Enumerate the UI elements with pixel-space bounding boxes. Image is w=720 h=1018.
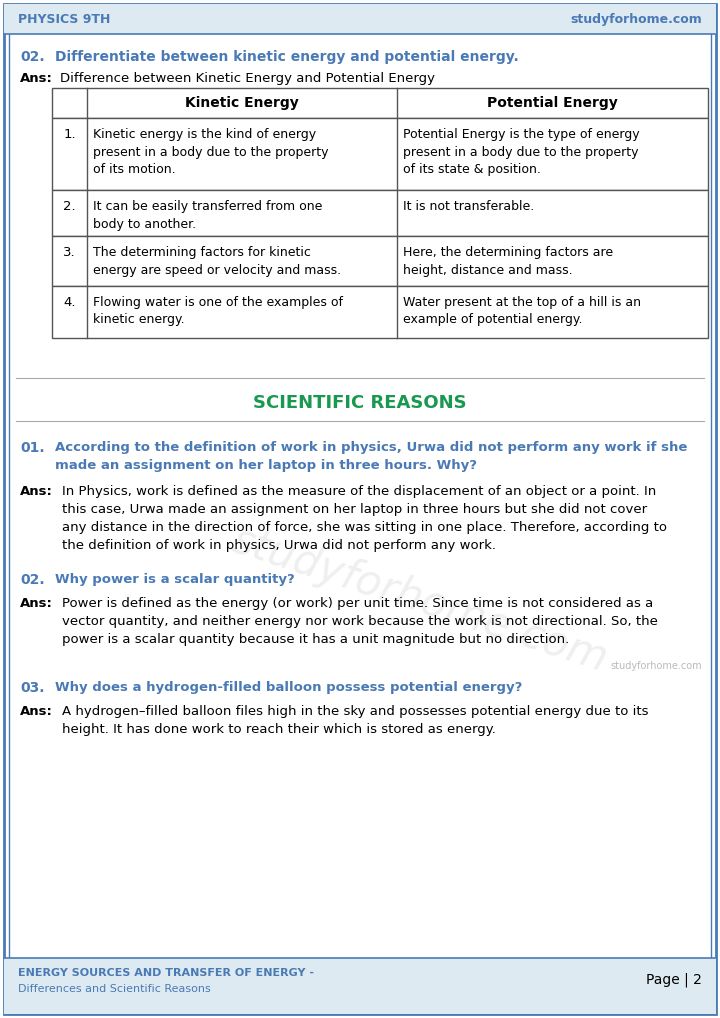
Bar <box>4 4 716 34</box>
Text: Kinetic energy is the kind of energy
present in a body due to the property
of it: Kinetic energy is the kind of energy pre… <box>93 128 328 176</box>
Bar <box>52 118 708 190</box>
Text: 03.: 03. <box>20 681 45 695</box>
Bar <box>52 190 708 236</box>
Text: studyforhome.com: studyforhome.com <box>570 12 702 25</box>
Bar <box>52 286 708 338</box>
Text: The determining factors for kinetic
energy are speed or velocity and mass.: The determining factors for kinetic ener… <box>93 246 341 277</box>
Text: Potential Energy: Potential Energy <box>487 96 618 110</box>
Text: 3.: 3. <box>63 246 76 259</box>
Text: Differences and Scientific Reasons: Differences and Scientific Reasons <box>18 984 211 994</box>
Text: 2.: 2. <box>63 200 76 213</box>
Text: Ans:: Ans: <box>20 705 53 718</box>
Text: In Physics, work is defined as the measure of the displacement of an object or a: In Physics, work is defined as the measu… <box>62 485 667 552</box>
Text: Page | 2: Page | 2 <box>646 973 702 987</box>
Text: According to the definition of work in physics, Urwa did not perform any work if: According to the definition of work in p… <box>55 441 688 472</box>
Text: It is not transferable.: It is not transferable. <box>403 200 534 213</box>
Text: Ans:: Ans: <box>20 485 53 498</box>
Text: Difference between Kinetic Energy and Potential Energy: Difference between Kinetic Energy and Po… <box>60 72 435 84</box>
Text: Flowing water is one of the examples of
kinetic energy.: Flowing water is one of the examples of … <box>93 296 343 327</box>
Bar <box>52 236 708 286</box>
Text: Water present at the top of a hill is an
example of potential energy.: Water present at the top of a hill is an… <box>403 296 641 327</box>
Text: studyforhome.com: studyforhome.com <box>227 519 613 681</box>
Text: Why does a hydrogen-filled balloon possess potential energy?: Why does a hydrogen-filled balloon posse… <box>55 681 523 694</box>
Text: 4.: 4. <box>63 296 76 309</box>
Text: Power is defined as the energy (or work) per unit time. Since time is not consid: Power is defined as the energy (or work)… <box>62 597 658 646</box>
Text: 02.: 02. <box>20 50 45 64</box>
Text: Here, the determining factors are
height, distance and mass.: Here, the determining factors are height… <box>403 246 613 277</box>
Text: studyforhome.com: studyforhome.com <box>611 661 702 671</box>
Text: Ans:: Ans: <box>20 597 53 610</box>
Text: Ans:: Ans: <box>20 72 53 84</box>
Text: 01.: 01. <box>20 441 45 455</box>
Text: Differentiate between kinetic energy and potential energy.: Differentiate between kinetic energy and… <box>55 50 518 64</box>
Text: Why power is a scalar quantity?: Why power is a scalar quantity? <box>55 573 294 586</box>
Text: 1.: 1. <box>63 128 76 142</box>
Bar <box>52 88 708 118</box>
Text: ENERGY SOURCES AND TRANSFER OF ENERGY -: ENERGY SOURCES AND TRANSFER OF ENERGY - <box>18 968 314 978</box>
Text: A hydrogen–filled balloon files high in the sky and possesses potential energy d: A hydrogen–filled balloon files high in … <box>62 705 649 736</box>
Text: Kinetic Energy: Kinetic Energy <box>185 96 299 110</box>
Text: It can be easily transferred from one
body to another.: It can be easily transferred from one bo… <box>93 200 323 230</box>
Text: 02.: 02. <box>20 573 45 587</box>
Bar <box>4 958 716 1014</box>
Text: Potential Energy is the type of energy
present in a body due to the property
of : Potential Energy is the type of energy p… <box>403 128 639 176</box>
Text: PHYSICS 9TH: PHYSICS 9TH <box>18 12 110 25</box>
Text: SCIENTIFIC REASONS: SCIENTIFIC REASONS <box>253 394 467 412</box>
